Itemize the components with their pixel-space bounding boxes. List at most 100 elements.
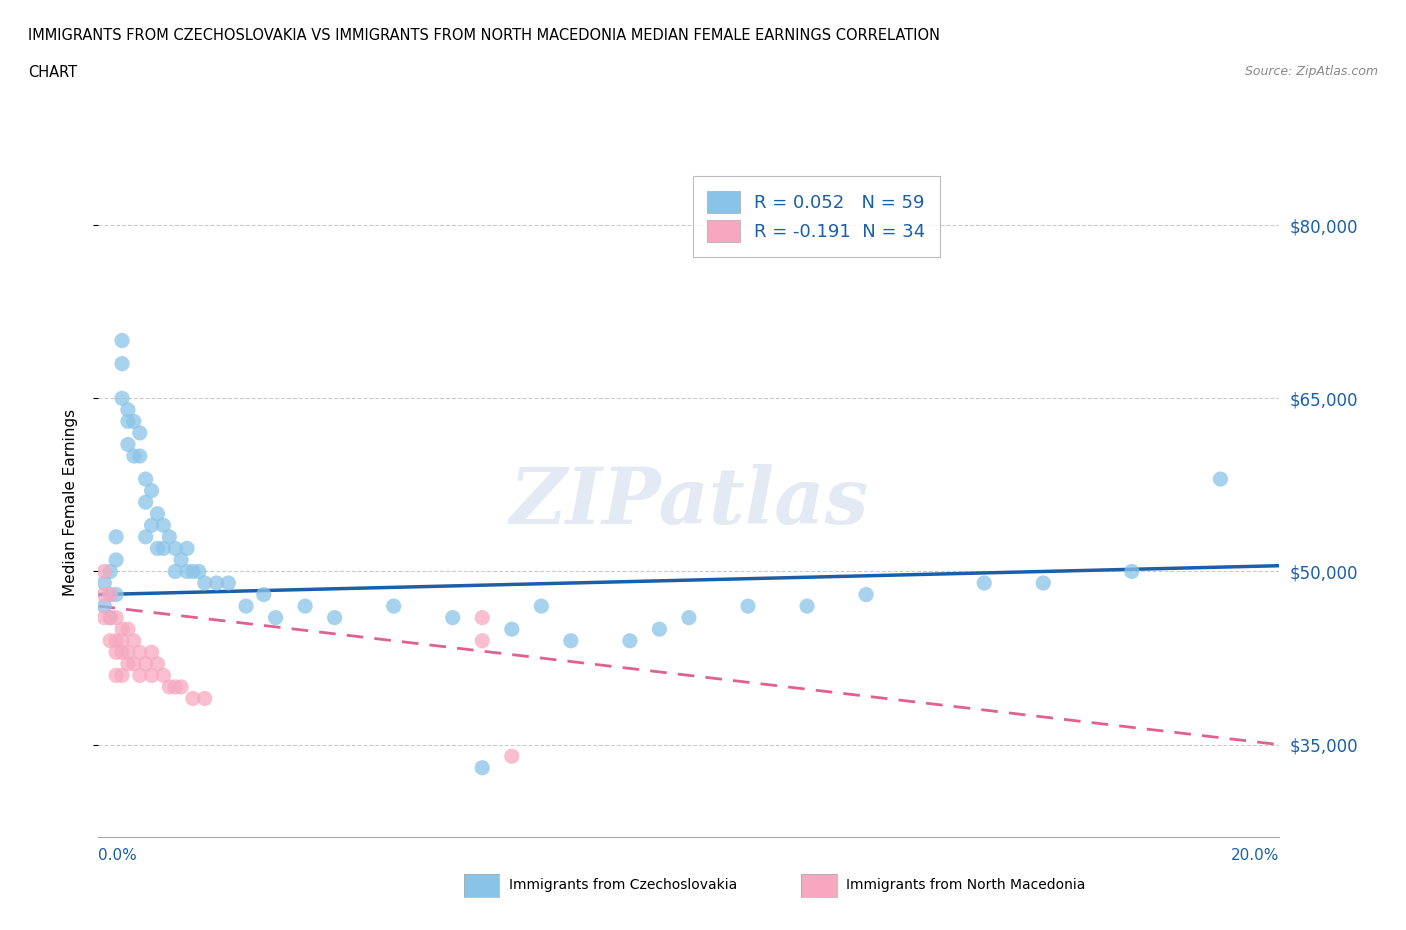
Point xyxy=(111,356,134,371)
Point xyxy=(264,610,287,625)
Text: 20.0%: 20.0% xyxy=(1232,848,1279,863)
Point xyxy=(122,633,145,648)
Point xyxy=(93,610,115,625)
Point xyxy=(105,668,128,683)
Text: IMMIGRANTS FROM CZECHOSLOVAKIA VS IMMIGRANTS FROM NORTH MACEDONIA MEDIAN FEMALE : IMMIGRANTS FROM CZECHOSLOVAKIA VS IMMIGR… xyxy=(28,28,941,43)
Point xyxy=(796,599,818,614)
Point xyxy=(165,541,187,556)
Point xyxy=(181,564,204,578)
Point xyxy=(111,644,134,659)
Point xyxy=(135,472,157,486)
Point xyxy=(294,599,316,614)
Point xyxy=(323,610,346,625)
Point xyxy=(152,518,174,533)
Point xyxy=(117,622,139,637)
Point xyxy=(105,633,128,648)
Point xyxy=(93,564,115,578)
Point xyxy=(1032,576,1054,591)
Point xyxy=(530,599,553,614)
Point xyxy=(105,552,128,567)
Point xyxy=(253,587,276,602)
Point xyxy=(111,333,134,348)
Point xyxy=(111,633,134,648)
Point xyxy=(471,610,494,625)
Point xyxy=(648,622,671,637)
Point xyxy=(122,657,145,671)
Point xyxy=(187,564,209,578)
Point xyxy=(135,657,157,671)
Point xyxy=(141,518,163,533)
Point xyxy=(855,587,877,602)
Y-axis label: Median Female Earnings: Median Female Earnings xyxy=(63,408,77,596)
Point xyxy=(146,541,169,556)
Point xyxy=(105,610,128,625)
Point xyxy=(98,633,121,648)
Point xyxy=(382,599,405,614)
Text: CHART: CHART xyxy=(28,65,77,80)
Point xyxy=(678,610,700,625)
Point xyxy=(128,448,150,463)
Point xyxy=(205,576,228,591)
Point xyxy=(170,552,193,567)
Point xyxy=(98,610,121,625)
Point xyxy=(560,633,582,648)
Point xyxy=(128,426,150,441)
Point xyxy=(117,644,139,659)
Point xyxy=(111,622,134,637)
Point xyxy=(117,403,139,418)
Point xyxy=(152,541,174,556)
Point xyxy=(93,587,115,602)
Text: ZIPatlas: ZIPatlas xyxy=(509,464,869,540)
Point xyxy=(105,587,128,602)
Point xyxy=(471,633,494,648)
Point xyxy=(93,599,115,614)
Point xyxy=(157,680,180,695)
Point xyxy=(176,541,198,556)
Point xyxy=(117,657,139,671)
Point xyxy=(122,448,145,463)
Point xyxy=(141,484,163,498)
Point xyxy=(98,587,121,602)
Point xyxy=(146,657,169,671)
Legend: R = 0.052   N = 59, R = -0.191  N = 34: R = 0.052 N = 59, R = -0.191 N = 34 xyxy=(693,177,939,257)
Point xyxy=(128,668,150,683)
Point xyxy=(157,529,180,544)
Point xyxy=(973,576,995,591)
Point xyxy=(501,749,523,764)
Text: Immigrants from North Macedonia: Immigrants from North Macedonia xyxy=(846,878,1085,893)
Point xyxy=(93,576,115,591)
Text: Immigrants from Czechoslovakia: Immigrants from Czechoslovakia xyxy=(509,878,737,893)
Point xyxy=(165,564,187,578)
Point xyxy=(117,437,139,452)
Point xyxy=(217,576,239,591)
Point xyxy=(117,414,139,429)
Point xyxy=(146,506,169,521)
Point xyxy=(441,610,464,625)
Point xyxy=(141,644,163,659)
Point xyxy=(737,599,759,614)
Point xyxy=(176,564,198,578)
Point xyxy=(235,599,257,614)
Point xyxy=(105,644,128,659)
Point xyxy=(105,529,128,544)
Point xyxy=(128,644,150,659)
Point xyxy=(135,529,157,544)
Point xyxy=(111,668,134,683)
Point xyxy=(98,610,121,625)
Point xyxy=(619,633,641,648)
Point xyxy=(152,668,174,683)
Point xyxy=(111,391,134,405)
Point xyxy=(1209,472,1232,486)
Text: 0.0%: 0.0% xyxy=(98,848,138,863)
Point xyxy=(165,680,187,695)
Point xyxy=(135,495,157,510)
Point xyxy=(1121,564,1143,578)
Point xyxy=(141,668,163,683)
Point xyxy=(122,414,145,429)
Point xyxy=(98,587,121,602)
Point xyxy=(471,761,494,776)
Point xyxy=(170,680,193,695)
Point xyxy=(194,576,217,591)
Text: Source: ZipAtlas.com: Source: ZipAtlas.com xyxy=(1244,65,1378,78)
Point xyxy=(194,691,217,706)
